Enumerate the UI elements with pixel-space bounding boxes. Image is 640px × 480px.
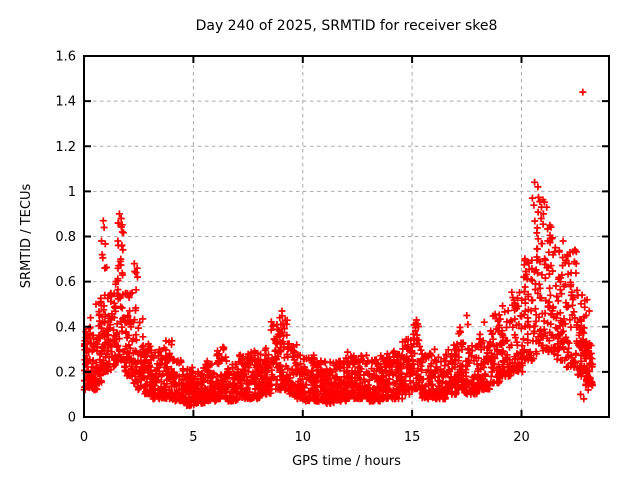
x-tick-label: 20: [513, 430, 530, 445]
y-tick-label: 0: [68, 411, 76, 426]
y-tick-label: 1: [68, 185, 76, 200]
y-axis-title: SRMTID / TECUs: [19, 184, 34, 289]
chart-title: Day 240 of 2025, SRMTID for receiver ske…: [195, 18, 498, 34]
y-tick-label: 1.6: [55, 50, 76, 65]
y-tick-labels: 0 0.2 0.4 0.6 0.8 1 1.2 1.4 1.6: [55, 50, 76, 426]
x-tick-label: 15: [404, 430, 421, 445]
y-tick-label: 1.2: [55, 140, 76, 155]
tick-marks: [83, 55, 609, 418]
x-tick-label: 0: [80, 430, 88, 445]
x-tick-label: 5: [189, 430, 197, 445]
y-tick-label: 1.4: [55, 95, 76, 110]
x-tick-labels: 0 5 10 15 20: [80, 430, 530, 445]
y-tick-label: 0.4: [55, 320, 76, 335]
y-tick-label: 0.6: [55, 275, 76, 290]
y-tick-label: 0.2: [55, 365, 76, 380]
scatter-points: [80, 88, 596, 410]
y-tick-label: 0.8: [55, 230, 76, 245]
tick-mark-set: [83, 55, 609, 418]
x-tick-label: 10: [295, 430, 312, 445]
x-axis-title: GPS time / hours: [292, 454, 401, 469]
